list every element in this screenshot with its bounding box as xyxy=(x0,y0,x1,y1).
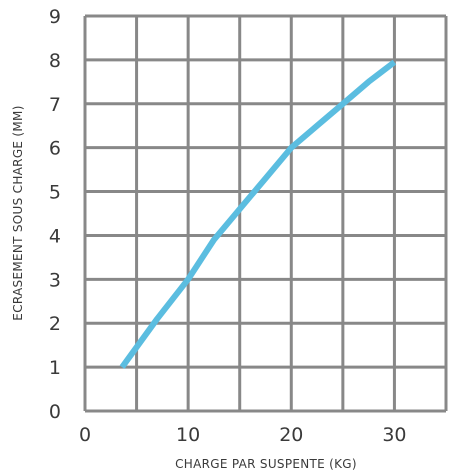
y-axis-label: ECRASEMENT SOUS CHARGE (MM) xyxy=(11,105,25,320)
x-axis-label: CHARGE PAR SUSPENTE (KG) xyxy=(175,457,357,471)
y-tick-label: 6 xyxy=(49,138,61,160)
x-tick-label: 20 xyxy=(279,424,303,446)
y-tick-label: 1 xyxy=(49,357,61,379)
x-tick-label: 0 xyxy=(79,424,91,446)
x-tick-label: 10 xyxy=(176,424,200,446)
y-tick-label: 5 xyxy=(49,182,61,204)
grid xyxy=(83,14,448,413)
series-line xyxy=(119,59,397,369)
y-tick-label: 2 xyxy=(49,313,61,335)
y-tick-labels: 0 1 2 3 4 5 6 7 8 9 xyxy=(49,6,61,423)
series-layer xyxy=(119,59,397,369)
x-tick-labels: 0 10 20 30 xyxy=(79,424,407,446)
x-tick-label: 30 xyxy=(382,424,406,446)
y-tick-label: 9 xyxy=(49,6,61,28)
y-tick-label: 8 xyxy=(49,50,61,72)
y-tick-label: 0 xyxy=(49,401,61,423)
y-tick-label: 3 xyxy=(49,269,61,291)
y-tick-label: 7 xyxy=(49,94,61,116)
y-tick-label: 4 xyxy=(49,225,61,247)
